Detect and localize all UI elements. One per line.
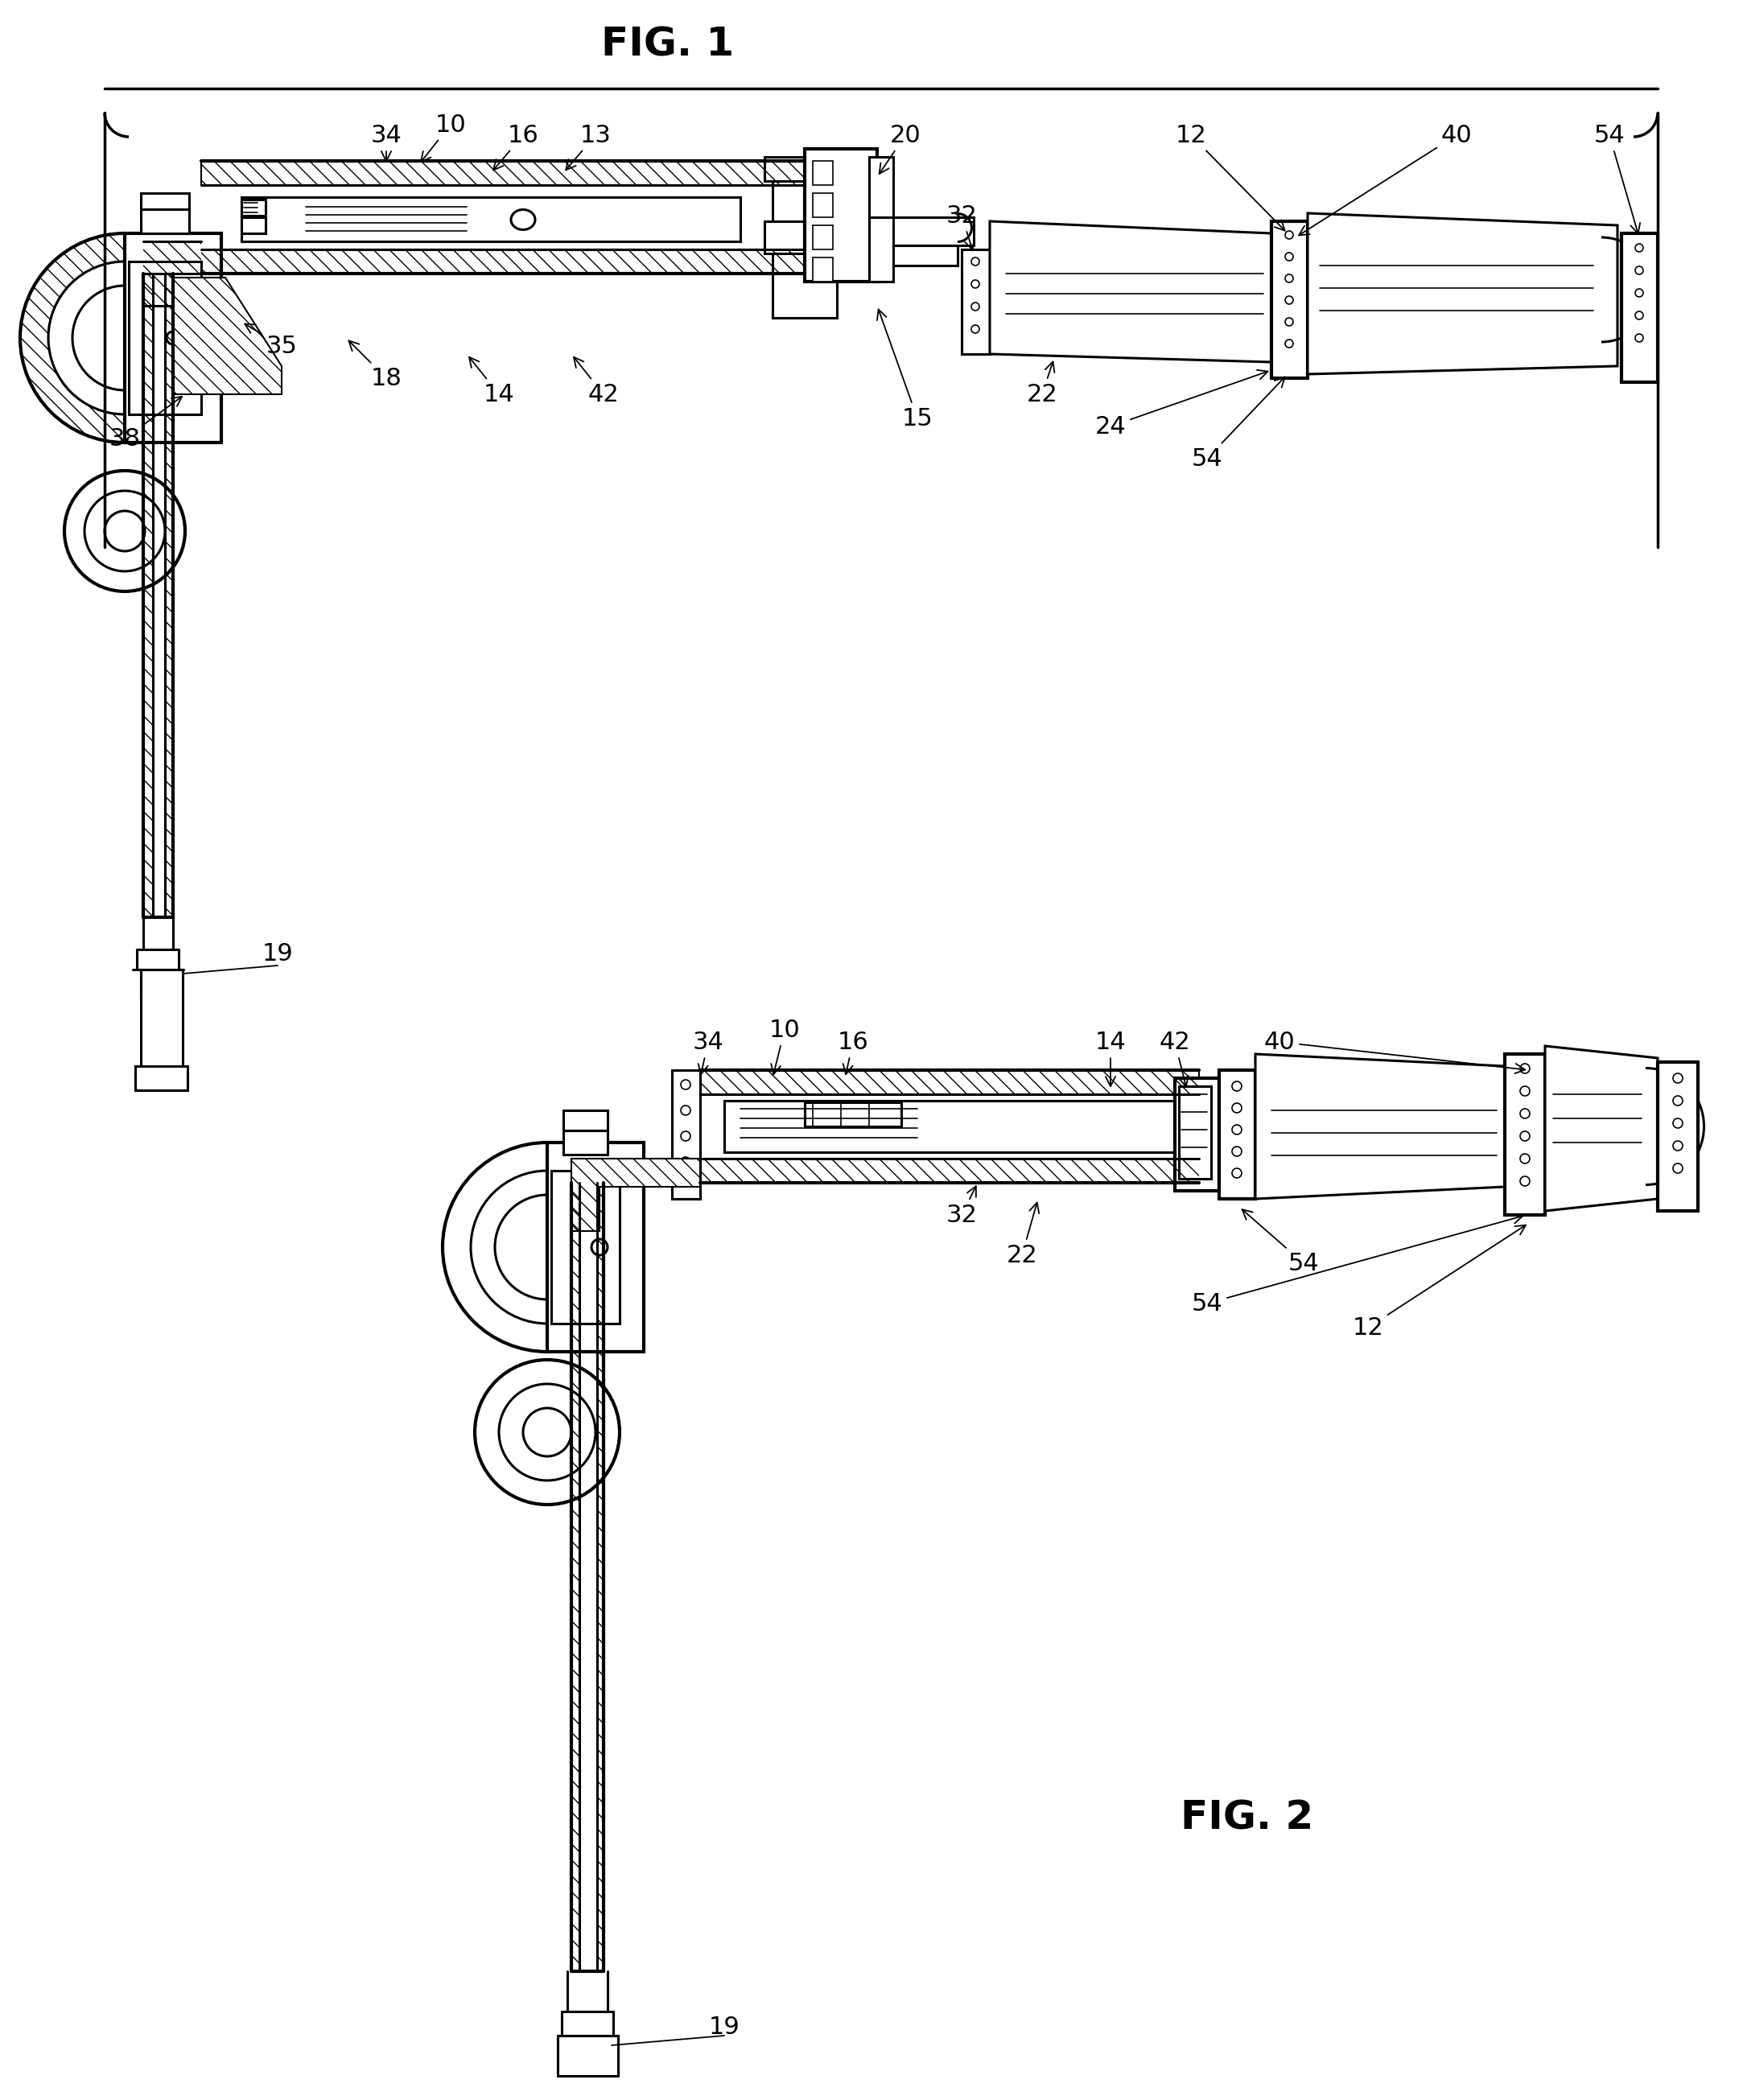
Polygon shape [166,273,173,918]
Bar [125,233,221,443]
Polygon shape [1255,1054,1504,1199]
Text: 54: 54 [1593,124,1640,233]
Polygon shape [598,1182,603,1972]
Bar [812,258,833,281]
Bar [725,1100,1183,1153]
Text: 20: 20 [878,124,920,174]
Polygon shape [572,1159,701,1231]
Bar [141,210,188,233]
Text: 22: 22 [1006,1203,1039,1266]
Text: 19: 19 [261,941,293,966]
Bar [765,158,812,181]
Bar [129,262,200,414]
Text: 34: 34 [371,124,403,162]
Bar [812,193,833,216]
Text: 42: 42 [573,357,619,405]
Text: 13: 13 [566,124,612,170]
Text: 14: 14 [469,357,514,405]
Text: 18: 18 [349,340,403,391]
Bar [812,162,833,185]
Bar [805,149,877,281]
Bar [812,225,833,250]
Bar [1621,233,1658,382]
Text: 54: 54 [1243,1210,1319,1275]
Text: 19: 19 [709,2016,739,2039]
Polygon shape [143,273,153,918]
Polygon shape [1307,214,1618,374]
Text: 12: 12 [1175,124,1285,231]
Bar [1504,1054,1544,1216]
Text: 16: 16 [493,124,539,170]
Bar [1178,1086,1211,1178]
Polygon shape [990,220,1271,361]
Text: 12: 12 [1353,1224,1525,1340]
Bar [242,200,265,216]
Text: 35: 35 [244,323,298,357]
Text: 54: 54 [1192,1214,1523,1315]
Text: 42: 42 [1159,1031,1190,1086]
Text: 38: 38 [110,397,181,449]
Bar [812,246,957,265]
Bar [870,158,892,281]
Bar [547,1142,643,1352]
Bar [772,181,812,220]
Bar [962,250,990,355]
Text: 34: 34 [692,1031,723,1075]
Bar [141,970,183,1067]
Polygon shape [143,242,200,307]
Text: 10: 10 [769,1018,800,1075]
Text: 24: 24 [1095,370,1267,439]
Text: 16: 16 [837,1031,868,1075]
Polygon shape [701,1071,1199,1094]
Text: 54: 54 [1192,376,1285,470]
Bar [136,1067,188,1090]
Text: FIG. 1: FIG. 1 [601,25,734,63]
Polygon shape [1544,1046,1658,1212]
Text: 15: 15 [877,309,933,430]
Text: 32: 32 [946,1186,978,1226]
Bar [558,2035,619,2077]
Text: 32: 32 [946,204,978,250]
Text: 22: 22 [1027,361,1058,405]
Bar [1175,1077,1218,1191]
Text: 10: 10 [420,113,465,162]
Bar [812,216,974,246]
Bar [242,216,265,233]
Polygon shape [21,233,125,443]
Bar [1218,1071,1255,1199]
Text: 40: 40 [1264,1031,1525,1073]
Polygon shape [572,1182,579,1972]
Text: FIG. 2: FIG. 2 [1180,1800,1314,1838]
Bar [765,220,830,254]
Bar [242,197,741,242]
Text: 40: 40 [1299,124,1473,235]
Bar [551,1170,619,1323]
Bar [772,254,837,317]
Bar [1271,220,1307,378]
Bar [1658,1063,1698,1212]
Polygon shape [200,250,805,273]
Bar [563,1130,608,1155]
Bar [673,1071,701,1199]
Text: 14: 14 [1095,1031,1126,1086]
Polygon shape [173,277,282,395]
Bar [563,1111,608,1130]
Bar [805,1102,901,1126]
Bar [141,193,188,210]
Polygon shape [701,1159,1199,1182]
Polygon shape [200,162,805,185]
